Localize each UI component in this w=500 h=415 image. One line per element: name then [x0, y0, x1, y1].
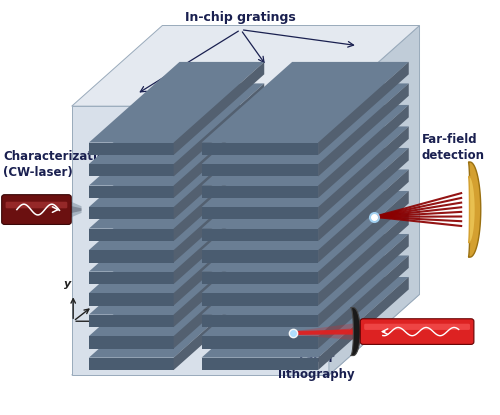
Polygon shape — [292, 328, 360, 335]
FancyBboxPatch shape — [364, 324, 470, 330]
Polygon shape — [318, 83, 408, 176]
Polygon shape — [89, 271, 174, 284]
Polygon shape — [89, 148, 264, 229]
Text: Far-field
detection: Far-field detection — [422, 133, 485, 162]
Polygon shape — [202, 358, 318, 370]
Polygon shape — [318, 127, 408, 220]
Polygon shape — [318, 169, 408, 263]
Polygon shape — [292, 322, 360, 341]
Polygon shape — [174, 256, 264, 349]
Polygon shape — [202, 169, 408, 250]
Polygon shape — [89, 293, 174, 305]
FancyBboxPatch shape — [360, 319, 474, 344]
Polygon shape — [318, 62, 408, 155]
Polygon shape — [89, 250, 174, 263]
Polygon shape — [89, 336, 174, 349]
Polygon shape — [68, 200, 82, 219]
Polygon shape — [174, 62, 264, 155]
Polygon shape — [202, 207, 318, 220]
Polygon shape — [89, 358, 174, 370]
Polygon shape — [89, 105, 264, 186]
Polygon shape — [318, 256, 408, 349]
Polygon shape — [174, 169, 264, 263]
Polygon shape — [174, 148, 264, 241]
Polygon shape — [202, 293, 318, 305]
Polygon shape — [318, 277, 408, 370]
Polygon shape — [72, 294, 420, 375]
Polygon shape — [89, 256, 264, 336]
Polygon shape — [174, 83, 264, 176]
Polygon shape — [202, 105, 408, 186]
Polygon shape — [68, 205, 82, 214]
Polygon shape — [174, 191, 264, 284]
Polygon shape — [202, 277, 408, 358]
Polygon shape — [89, 127, 264, 207]
Polygon shape — [202, 62, 408, 143]
Text: Characterization
(CW-laser): Characterization (CW-laser) — [3, 149, 114, 178]
Polygon shape — [174, 234, 264, 327]
Polygon shape — [202, 143, 318, 155]
Polygon shape — [174, 212, 264, 305]
Text: x: x — [98, 292, 106, 302]
Polygon shape — [72, 25, 420, 106]
Polygon shape — [468, 176, 475, 243]
Polygon shape — [202, 83, 408, 164]
Polygon shape — [202, 186, 318, 198]
Polygon shape — [318, 212, 408, 305]
Polygon shape — [89, 277, 264, 358]
Polygon shape — [202, 212, 408, 293]
Text: In-chip gratings: In-chip gratings — [186, 11, 296, 24]
Polygon shape — [89, 207, 174, 220]
Polygon shape — [350, 308, 360, 356]
Polygon shape — [318, 191, 408, 284]
Polygon shape — [202, 250, 318, 263]
Polygon shape — [329, 25, 420, 375]
Polygon shape — [202, 234, 408, 315]
FancyBboxPatch shape — [2, 195, 71, 225]
Polygon shape — [202, 164, 318, 176]
Polygon shape — [89, 229, 174, 241]
Polygon shape — [89, 191, 264, 271]
Polygon shape — [202, 336, 318, 349]
Polygon shape — [318, 234, 408, 327]
Text: Laser
lithography: Laser lithography — [278, 352, 355, 381]
Polygon shape — [202, 191, 408, 271]
Polygon shape — [174, 105, 264, 198]
Polygon shape — [89, 234, 264, 315]
Polygon shape — [89, 169, 264, 250]
Polygon shape — [89, 62, 264, 143]
Polygon shape — [174, 127, 264, 220]
Text: z: z — [112, 318, 119, 328]
Polygon shape — [318, 148, 408, 241]
Polygon shape — [89, 212, 264, 293]
FancyBboxPatch shape — [6, 202, 68, 208]
Polygon shape — [72, 106, 329, 375]
Polygon shape — [202, 315, 318, 327]
Text: y: y — [64, 279, 71, 289]
Polygon shape — [202, 256, 408, 336]
Polygon shape — [318, 105, 408, 198]
Polygon shape — [202, 271, 318, 284]
Polygon shape — [202, 229, 318, 241]
Polygon shape — [202, 148, 408, 229]
Polygon shape — [89, 143, 174, 155]
Polygon shape — [468, 162, 480, 257]
Polygon shape — [174, 277, 264, 370]
Polygon shape — [89, 186, 174, 198]
Polygon shape — [89, 164, 174, 176]
Polygon shape — [202, 127, 408, 207]
Polygon shape — [89, 315, 174, 327]
Polygon shape — [89, 83, 264, 164]
